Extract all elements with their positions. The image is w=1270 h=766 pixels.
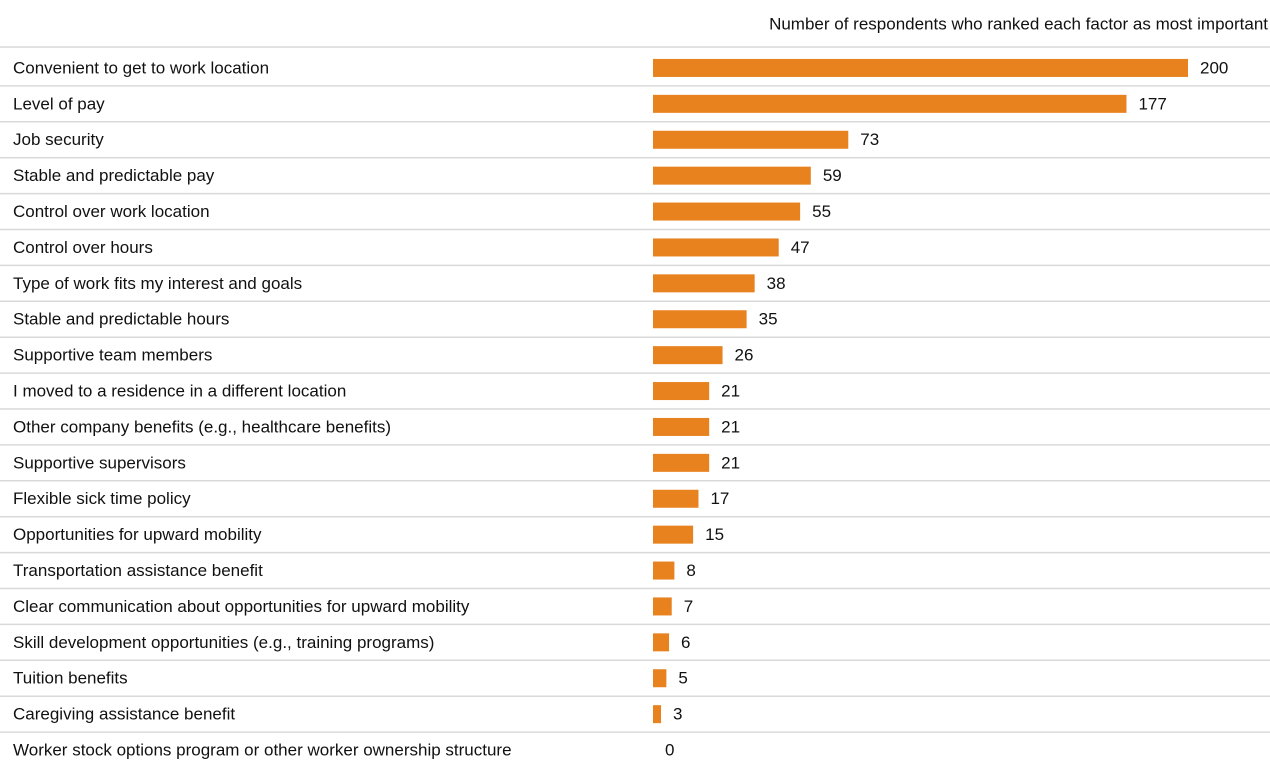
bar (653, 130, 849, 149)
value-label: 3 (673, 705, 682, 724)
bar (653, 58, 1188, 77)
category-label: Transportation assistance benefit (13, 561, 263, 580)
value-label: 55 (812, 202, 831, 221)
value-label: 0 (665, 741, 674, 760)
category-label: Control over work location (13, 202, 210, 221)
bar (653, 561, 675, 580)
category-label: Flexible sick time policy (13, 489, 191, 508)
bar (653, 417, 710, 436)
category-label: I moved to a residence in a different lo… (13, 382, 346, 401)
category-label: Stable and predictable pay (13, 166, 215, 185)
category-label: Other company benefits (e.g., healthcare… (13, 417, 391, 436)
category-label: Supportive team members (13, 346, 212, 365)
category-label: Skill development opportunities (e.g., t… (13, 633, 434, 652)
bar (653, 94, 1127, 113)
value-label: 73 (860, 130, 879, 149)
category-label: Type of work fits my interest and goals (13, 274, 302, 293)
bar (653, 238, 779, 257)
bar (653, 705, 662, 724)
bar (653, 597, 672, 616)
bar (653, 525, 694, 544)
value-label: 38 (767, 274, 786, 293)
category-label: Control over hours (13, 238, 153, 257)
category-label: Worker stock options program or other wo… (13, 741, 512, 760)
value-label: 21 (721, 382, 740, 401)
value-label: 5 (678, 669, 687, 688)
value-label: 7 (684, 597, 693, 616)
axis-title: Number of respondents who ranked each fa… (769, 14, 1268, 33)
value-label: 6 (681, 633, 690, 652)
category-label: Caregiving assistance benefit (13, 705, 235, 724)
category-label: Supportive supervisors (13, 453, 186, 472)
category-label: Stable and predictable hours (13, 310, 229, 329)
bar (653, 346, 723, 365)
category-label: Convenient to get to work location (13, 58, 269, 77)
value-label: 17 (710, 489, 729, 508)
bar (653, 489, 699, 508)
value-label: 15 (705, 525, 724, 544)
value-label: 177 (1138, 94, 1166, 113)
category-label: Job security (13, 130, 104, 149)
category-label: Tuition benefits (13, 669, 128, 688)
value-label: 59 (823, 166, 842, 185)
bar (653, 274, 755, 293)
bar (653, 453, 710, 472)
category-label: Level of pay (13, 94, 105, 113)
value-label: 21 (721, 417, 740, 436)
bar (653, 669, 667, 688)
bar (653, 633, 670, 652)
category-label: Opportunities for upward mobility (13, 525, 262, 544)
category-label: Clear communication about opportunities … (13, 597, 470, 616)
value-label: 200 (1200, 58, 1228, 77)
value-label: 26 (735, 346, 754, 365)
value-label: 8 (686, 561, 695, 580)
value-label: 47 (791, 238, 810, 257)
bar (653, 166, 811, 185)
bar (653, 202, 801, 221)
bar (653, 382, 710, 401)
value-label: 21 (721, 453, 740, 472)
value-label: 35 (759, 310, 778, 329)
bar (653, 310, 747, 329)
